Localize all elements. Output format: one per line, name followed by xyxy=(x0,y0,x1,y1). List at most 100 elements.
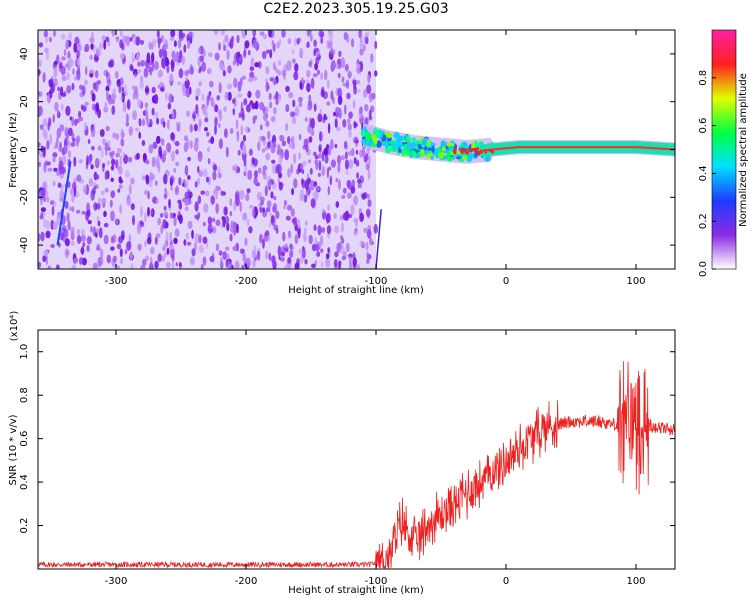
noise-speck xyxy=(110,177,114,182)
noise-speck xyxy=(215,203,219,214)
noise-speck xyxy=(184,199,189,207)
noise-speck xyxy=(202,221,206,227)
noise-speck xyxy=(289,243,293,250)
noise-speck xyxy=(70,240,75,246)
noise-speck xyxy=(91,103,97,111)
signal-blob xyxy=(415,140,421,145)
noise-speck xyxy=(131,85,136,90)
noise-speck xyxy=(282,231,286,242)
noise-speck xyxy=(166,247,170,255)
noise-speck xyxy=(78,110,82,118)
noise-speck xyxy=(253,76,258,81)
noise-speck xyxy=(126,99,131,110)
noise-speck xyxy=(152,141,158,149)
noise-speck xyxy=(244,164,248,175)
noise-speck xyxy=(310,198,316,208)
noise-speck xyxy=(78,159,83,164)
noise-speck xyxy=(343,140,348,149)
noise-speck xyxy=(332,49,336,55)
noise-speck xyxy=(340,155,346,161)
noise-speck xyxy=(367,199,372,208)
noise-speck xyxy=(244,193,250,201)
noise-speck xyxy=(284,199,287,206)
y-tick-label: 0 xyxy=(19,146,30,152)
noise-speck xyxy=(220,190,223,196)
noise-speck xyxy=(218,138,223,150)
noise-speck xyxy=(144,85,150,96)
noise-speck xyxy=(119,204,122,214)
noise-speck xyxy=(239,189,245,200)
noise-speck xyxy=(136,223,141,234)
noise-speck xyxy=(97,145,102,151)
noise-speck xyxy=(294,37,297,47)
noise-speck xyxy=(63,228,69,238)
snr-y-label: SNR (10 * v/v) xyxy=(8,414,19,485)
noise-speck xyxy=(296,168,300,175)
noise-speck xyxy=(327,247,330,254)
noise-speck xyxy=(165,261,171,269)
noise-speck xyxy=(99,42,103,50)
noise-speck xyxy=(116,38,120,43)
signal-band xyxy=(480,141,675,157)
noise-speck xyxy=(315,244,320,252)
noise-speck xyxy=(293,153,297,165)
noise-speck xyxy=(150,256,153,267)
noise-speck xyxy=(248,204,254,209)
noise-speck xyxy=(140,39,144,45)
noise-speck xyxy=(198,68,201,74)
noise-speck xyxy=(270,116,275,122)
noise-speck xyxy=(366,84,372,94)
noise-speck xyxy=(65,131,69,142)
noise-speck xyxy=(108,98,113,105)
noise-speck xyxy=(345,170,349,176)
noise-speck xyxy=(91,146,95,151)
noise-speck xyxy=(337,155,341,165)
noise-speck xyxy=(325,258,331,268)
noise-speck xyxy=(259,196,265,202)
noise-speck xyxy=(137,243,142,251)
noise-speck xyxy=(365,162,370,171)
noise-speck xyxy=(354,139,359,144)
noise-speck xyxy=(300,163,304,170)
signal-peak xyxy=(491,150,495,154)
noise-speck xyxy=(112,255,117,263)
noise-speck xyxy=(371,92,376,100)
noise-speck xyxy=(204,190,210,197)
noise-speck xyxy=(38,42,43,48)
noise-speck xyxy=(92,262,98,269)
noise-speck xyxy=(90,126,96,138)
noise-speck xyxy=(259,207,263,213)
noise-speck xyxy=(107,146,111,152)
noise-speck xyxy=(314,62,319,71)
noise-speck xyxy=(359,149,363,158)
signal-blob xyxy=(405,134,410,142)
signal-blob xyxy=(374,130,380,138)
noise-speck xyxy=(100,190,105,196)
noise-speck xyxy=(329,47,334,55)
noise-speck xyxy=(158,38,161,49)
noise-speck xyxy=(117,188,121,193)
noise-speck xyxy=(46,197,50,203)
noise-speck xyxy=(140,59,145,67)
noise-speck xyxy=(104,171,108,181)
noise-speck xyxy=(356,67,361,74)
noise-speck xyxy=(97,220,101,227)
noise-speck xyxy=(327,185,330,196)
noise-speck xyxy=(195,87,201,97)
noise-speck xyxy=(42,128,47,138)
noise-speck xyxy=(243,258,248,264)
noise-speck xyxy=(186,110,191,117)
noise-speck xyxy=(70,142,76,147)
noise-speck xyxy=(284,247,289,253)
signal-blob xyxy=(411,137,417,143)
signal-trace xyxy=(360,123,675,164)
noise-speck xyxy=(273,196,277,201)
noise-speck xyxy=(124,170,130,179)
noise-speck xyxy=(347,192,352,199)
noise-speck xyxy=(163,193,168,200)
noise-speck xyxy=(125,36,130,47)
noise-speck xyxy=(40,207,47,213)
noise-speck xyxy=(256,250,261,261)
